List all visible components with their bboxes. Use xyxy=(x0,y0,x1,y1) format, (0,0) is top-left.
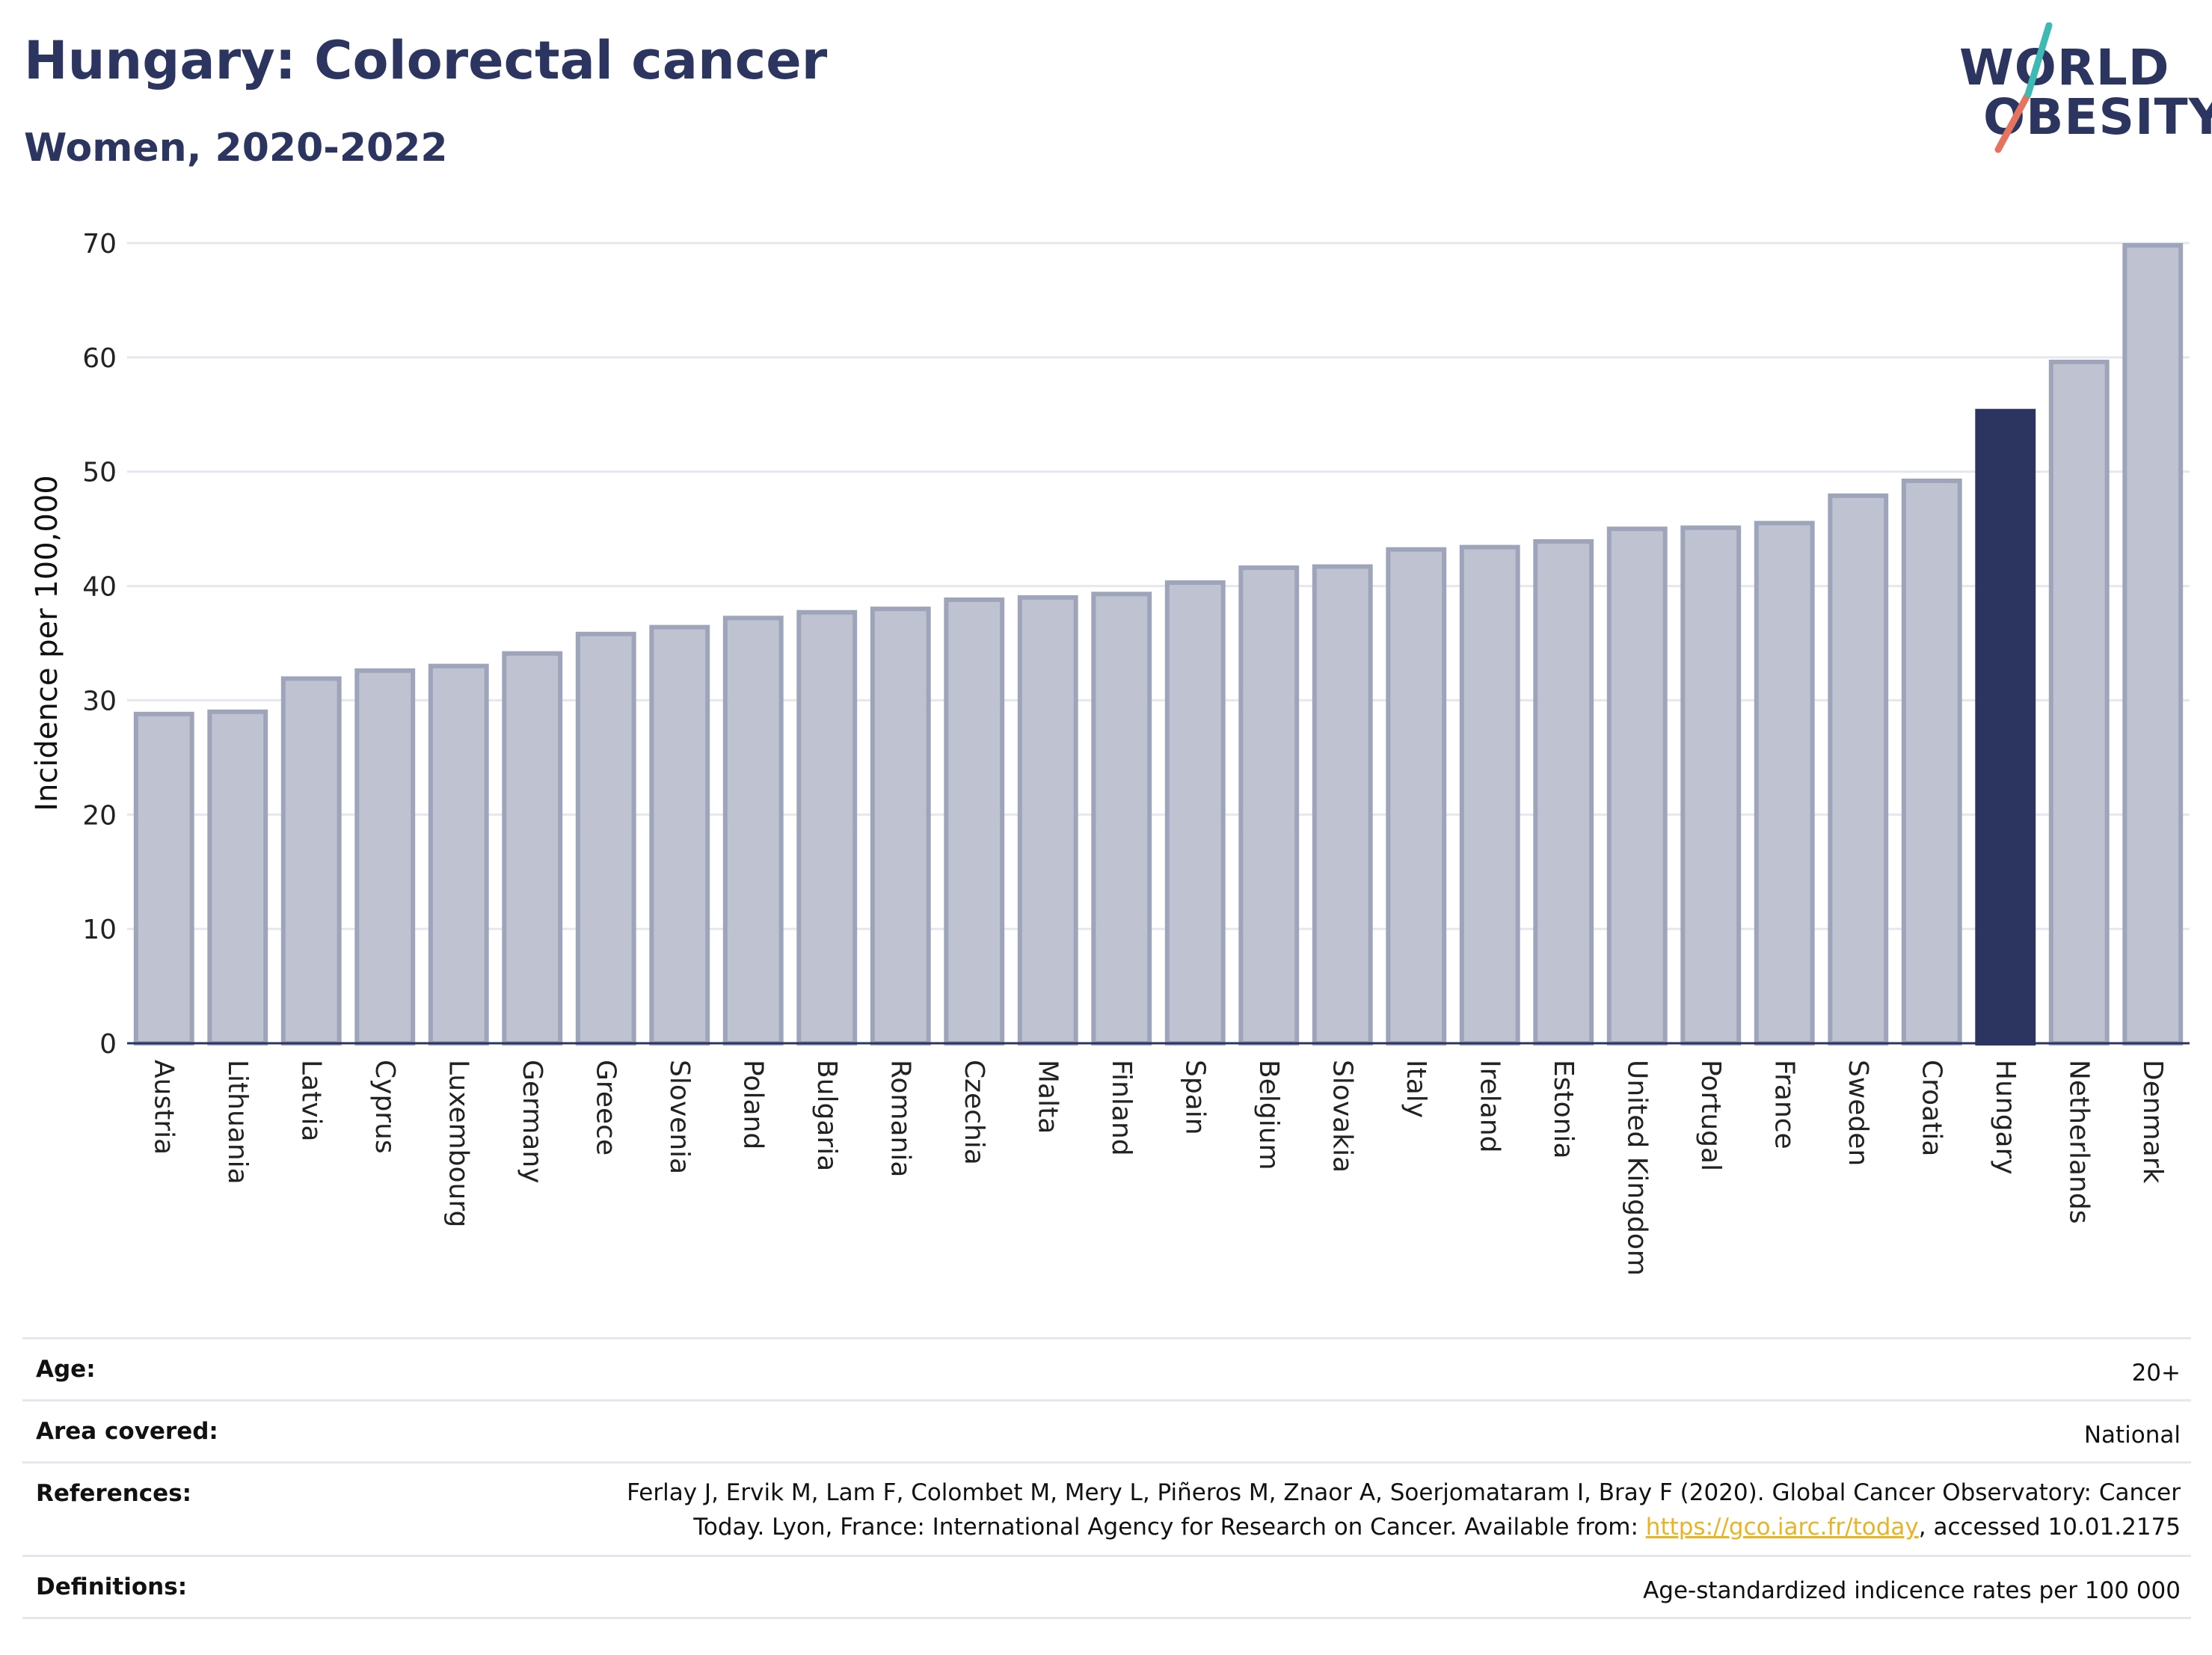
bar-chart: 0 10 20 30 40 50 60 70 Austria Lithuania Latvia Cyp… xyxy=(30,229,2190,1276)
bar-slovakia xyxy=(1312,564,1373,1045)
references-value: Ferlay J, Ervik M, Lam F, Colombet M, Me… xyxy=(386,1476,2181,1544)
definitions-label: Definitions: xyxy=(36,1573,188,1600)
y-axis-label: Incidence per 100,000 xyxy=(30,475,64,811)
bar-slovenia xyxy=(649,624,710,1045)
references-line2-pre: Today. Lyon, France: International Agenc… xyxy=(693,1514,1646,1541)
bar-spain xyxy=(1164,580,1226,1045)
page-subtitle: Women, 2020-2022 xyxy=(24,126,448,171)
bar-luxembourg xyxy=(428,663,489,1045)
y-tick-label: 40 xyxy=(82,572,117,603)
x-tick-label: Hungary xyxy=(1990,1060,2021,1175)
y-tick-label: 10 xyxy=(82,915,117,945)
y-tick-label: 0 xyxy=(99,1029,117,1060)
bar-latvia xyxy=(280,676,342,1046)
x-tick-label: Slovenia xyxy=(664,1060,695,1174)
x-tick-label: Lithuania xyxy=(222,1060,253,1185)
bar-czechia xyxy=(944,597,1005,1045)
meta-row-definitions: Definitions: Age-standardized indicence … xyxy=(22,1555,2191,1619)
y-tick-label: 50 xyxy=(82,458,117,488)
x-tick-label: Spain xyxy=(1179,1060,1210,1135)
page-title: Hungary: Colorectal cancer xyxy=(24,30,828,91)
x-tick-label: Poland xyxy=(737,1060,768,1149)
bar-poland xyxy=(722,615,784,1045)
bar-hungary xyxy=(1975,408,2036,1045)
x-tick-label: Austria xyxy=(148,1060,179,1155)
x-tick-label: United Kingdom xyxy=(1621,1060,1652,1276)
bar-italy xyxy=(1386,547,1447,1045)
bar-united-kingdom xyxy=(1606,526,1668,1045)
x-tick-label: Greece xyxy=(590,1060,621,1155)
x-tick-label: France xyxy=(1769,1060,1799,1149)
x-tick-label: Malta xyxy=(1032,1060,1063,1134)
x-tick-label: Denmark xyxy=(2137,1060,2168,1184)
x-tick-label: Latvia xyxy=(295,1060,326,1142)
x-tick-label: Slovakia xyxy=(1327,1060,1357,1173)
bar-germany xyxy=(502,651,563,1045)
x-tick-label: Portugal xyxy=(1695,1060,1726,1171)
area-value: National xyxy=(2083,1422,2181,1449)
references-line1: Ferlay J, Ervik M, Lam F, Colombet M, Me… xyxy=(627,1479,2181,1506)
x-tick-label: Romania xyxy=(885,1060,915,1177)
bar-denmark xyxy=(2122,243,2184,1046)
x-tick-label: Germany xyxy=(517,1060,547,1183)
bar-greece xyxy=(575,631,636,1045)
x-tick-label: Finland xyxy=(1106,1060,1137,1156)
references-link[interactable]: https://gco.iarc.fr/today xyxy=(1645,1514,1919,1541)
x-tick-label: Estonia xyxy=(1548,1060,1579,1159)
y-tick-label: 20 xyxy=(82,800,117,831)
age-label: Age: xyxy=(36,1356,96,1383)
bar-croatia xyxy=(1901,478,1962,1045)
meta-row-references: References: Ferlay J, Ervik M, Lam F, Co… xyxy=(22,1461,2191,1555)
meta-row-age: Age: 20+ xyxy=(22,1337,2191,1399)
x-tick-label: Croatia xyxy=(1916,1060,1947,1156)
metadata-table: Age: 20+ Area covered: National Referenc… xyxy=(22,1337,2191,1619)
definitions-value: Age-standardized indicence rates per 100… xyxy=(1643,1577,2181,1604)
world-obesity-logo: WORLD OBESITY xyxy=(1944,22,2212,157)
area-label: Area covered: xyxy=(36,1418,218,1445)
bar-cyprus xyxy=(354,668,416,1046)
bar-netherlands xyxy=(2048,359,2110,1045)
references-label: References: xyxy=(36,1480,192,1507)
x-tick-label: Ireland xyxy=(1474,1060,1505,1153)
bar-finland xyxy=(1091,592,1152,1045)
bar-ireland xyxy=(1459,544,1520,1046)
bar-lithuania xyxy=(207,709,268,1045)
bars xyxy=(133,243,2184,1046)
age-value: 20+ xyxy=(2131,1360,2181,1387)
bar-austria xyxy=(133,711,194,1045)
bar-portugal xyxy=(1680,525,1742,1046)
meta-row-area: Area covered: National xyxy=(22,1399,2191,1461)
logo-text-obesity: OBESITY xyxy=(1983,88,2212,146)
x-tick-label: Czechia xyxy=(959,1060,989,1165)
x-tick-label: Belgium xyxy=(1253,1060,1284,1170)
bar-romania xyxy=(870,607,931,1045)
x-tick-label: Bulgaria xyxy=(811,1060,842,1171)
logo-text-world: WORLD xyxy=(1959,39,2170,96)
y-tick-label: 70 xyxy=(82,229,117,260)
x-tick-label: Sweden xyxy=(1843,1060,1873,1166)
bar-belgium xyxy=(1238,565,1300,1045)
bar-estonia xyxy=(1533,538,1594,1045)
bar-sweden xyxy=(1828,493,1889,1046)
references-line2-post: , accessed 10.01.2175 xyxy=(1918,1514,2181,1541)
bar-bulgaria xyxy=(796,610,858,1045)
x-tick-label: Cyprus xyxy=(369,1060,400,1154)
logo-slash-icon xyxy=(1994,22,2053,153)
x-tick-label: Italy xyxy=(1401,1060,1431,1118)
bar-malta xyxy=(1017,595,1078,1045)
y-tick-label: 60 xyxy=(82,343,117,374)
bar-france xyxy=(1754,521,1815,1045)
labels: 0 10 20 30 40 50 60 70 Austria Lithuania Latvia Cyp… xyxy=(30,229,2168,1276)
y-tick-label: 30 xyxy=(82,686,117,716)
x-tick-label: Luxembourg xyxy=(443,1060,473,1227)
x-tick-label: Netherlands xyxy=(2063,1060,2094,1223)
